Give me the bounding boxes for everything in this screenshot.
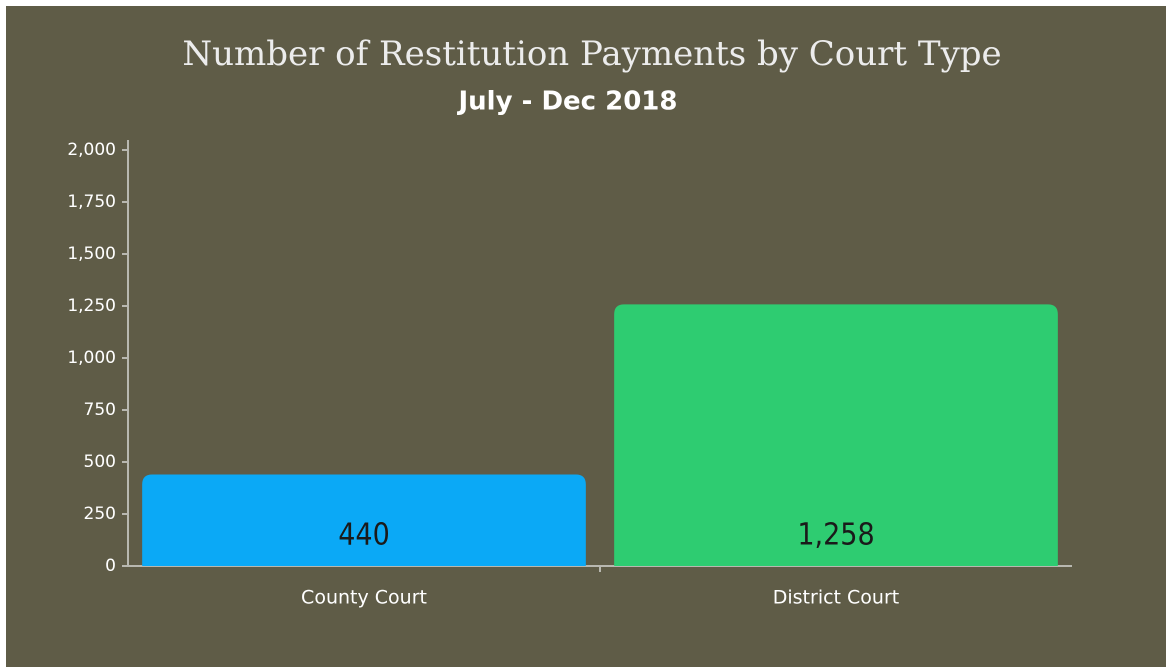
y-tick-label: 0 [105, 556, 116, 576]
bar [142, 474, 586, 566]
y-tick-label: 1,750 [67, 192, 116, 212]
y-tick-label: 1,250 [67, 296, 116, 316]
y-tick-label: 250 [84, 504, 116, 524]
x-tick-label: District Court [773, 587, 899, 609]
y-tick-label: 1,000 [67, 348, 116, 368]
chart-subtitle: July - Dec 2018 [457, 87, 678, 117]
y-tick-label: 2,000 [67, 140, 116, 160]
y-tick-label: 1,500 [67, 244, 116, 264]
x-tick-label: County Court [301, 587, 427, 609]
data-label: 1,258 [797, 518, 874, 553]
data-label: 440 [338, 518, 390, 553]
y-tick-label: 500 [84, 452, 116, 472]
bar [614, 304, 1058, 566]
y-tick-label: 750 [84, 400, 116, 420]
chart-title: Number of Restitution Payments by Court … [182, 34, 1001, 74]
